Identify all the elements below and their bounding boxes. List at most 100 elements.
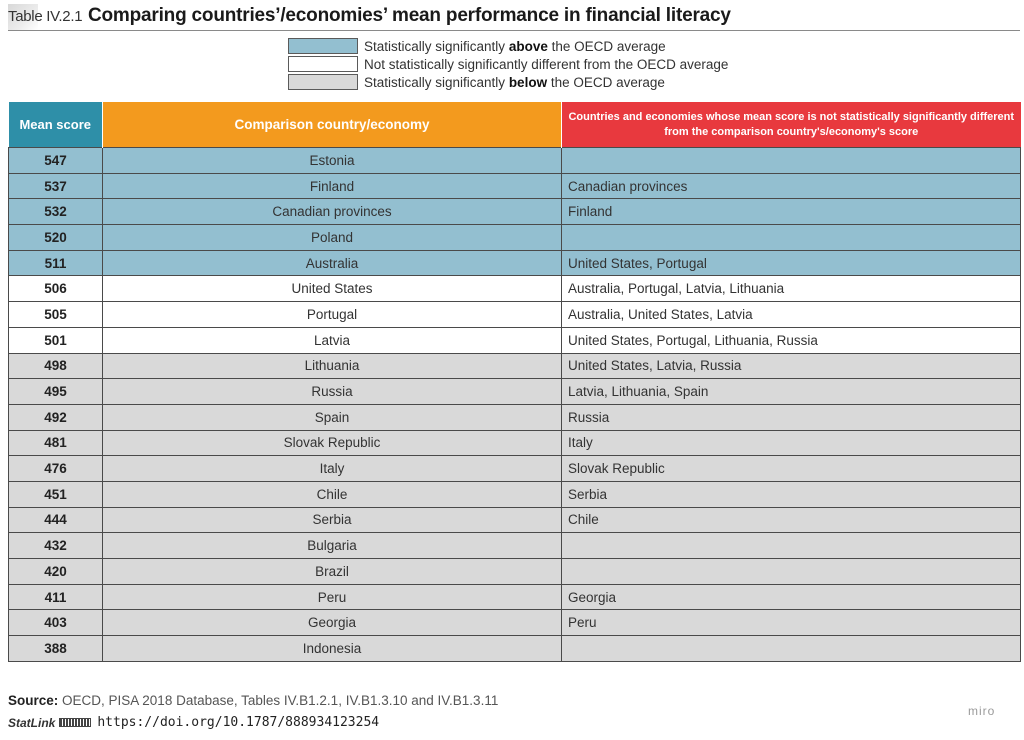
score-cell: 411: [8, 583, 103, 610]
country-cell: Lithuania: [102, 352, 562, 379]
similar-countries-cell: Georgia: [561, 583, 1021, 610]
score-cell: 444: [8, 506, 103, 533]
country-cell: Italy: [102, 455, 562, 482]
table-row: 495 Russia Latvia, Lithuania, Spain: [8, 378, 1021, 405]
score-cell: 420: [8, 558, 103, 585]
country-cell: Brazil: [102, 558, 562, 585]
score-cell: 511: [8, 249, 103, 276]
country-cell: Serbia: [102, 506, 562, 533]
table-row: 411 Peru Georgia: [8, 583, 1021, 610]
similar-countries-cell: United States, Latvia, Russia: [561, 352, 1021, 379]
score-cell: 451: [8, 480, 103, 508]
score-cell: 532: [8, 198, 103, 225]
country-cell: Spain: [102, 403, 562, 431]
header-mean-score: Mean score: [8, 102, 103, 148]
statlink-barcode-icon: [59, 718, 92, 727]
similar-countries-cell: Slovak Republic: [561, 455, 1021, 482]
source-note: Source: OECD, PISA 2018 Database, Tables…: [8, 693, 498, 708]
similar-countries-cell: Australia, United States, Latvia: [561, 301, 1021, 328]
score-cell: 403: [8, 609, 103, 636]
similar-countries-cell: [561, 532, 1021, 559]
statlink[interactable]: StatLink https://doi.org/10.1787/8889341…: [8, 715, 379, 730]
score-cell: 547: [8, 147, 103, 174]
table-row: 432 Bulgaria: [8, 532, 1021, 559]
table-row: 403 Georgia Peru: [8, 609, 1021, 636]
score-cell: 476: [8, 455, 103, 482]
score-cell: 506: [8, 275, 103, 302]
legend-swatch-above: [288, 38, 358, 54]
score-cell: 481: [8, 429, 103, 456]
header-similar-countries: Countries and economies whose mean score…: [561, 102, 1021, 148]
legend-swatch-below: [288, 74, 358, 90]
score-cell: 505: [8, 301, 103, 328]
statlink-label: StatLink: [8, 715, 56, 730]
legend-label-below: Statistically significantly below the OE…: [364, 74, 665, 90]
similar-countries-cell: Peru: [561, 609, 1021, 636]
country-cell: Indonesia: [102, 635, 562, 662]
country-cell: Portugal: [102, 301, 562, 328]
country-cell: Slovak Republic: [102, 429, 562, 456]
similar-countries-cell: [561, 635, 1021, 662]
score-cell: 498: [8, 352, 103, 379]
country-cell: Estonia: [102, 147, 562, 174]
table-body: 547 Estonia 537 Finland Canadian provinces 53…: [8, 147, 1021, 662]
country-cell: Canadian provinces: [102, 198, 562, 225]
country-cell: United States: [102, 275, 562, 302]
score-cell: 501: [8, 326, 103, 353]
score-cell: 432: [8, 532, 103, 559]
country-cell: Russia: [102, 378, 562, 405]
table-row: 388 Indonesia: [8, 635, 1021, 662]
table-row: 532 Canadian provinces Finland: [8, 198, 1021, 225]
country-cell: Poland: [102, 224, 562, 251]
watermark: miro: [968, 704, 996, 718]
header-comparison-country: Comparison country/economy: [102, 102, 562, 148]
legend-label-above: Statistically significantly above the OE…: [364, 38, 666, 54]
similar-countries-cell: Serbia: [561, 480, 1021, 508]
legend-item-below: Statistically significantly below the OE…: [288, 73, 728, 91]
table-row: 481 Slovak Republic Italy: [8, 429, 1021, 456]
table-row: 537 Finland Canadian provinces: [8, 172, 1021, 199]
legend-item-above: Statistically significantly above the OE…: [288, 37, 728, 55]
table-row: 498 Lithuania United States, Latvia, Russi…: [8, 352, 1021, 379]
table-row: 420 Brazil: [8, 558, 1021, 585]
similar-countries-cell: Canadian provinces: [561, 172, 1021, 199]
title-tab-decoration: [8, 4, 38, 30]
country-cell: Latvia: [102, 326, 562, 353]
table-row: 451 Chile Serbia: [8, 480, 1021, 508]
table-row: 492 Spain Russia: [8, 403, 1021, 431]
title-bar: Table IV.2.1 Comparing countries’/econom…: [8, 4, 1020, 31]
table-row: 501 Latvia United States, Portugal, Lithua…: [8, 326, 1021, 353]
table-row: 505 Portugal Australia, United States, Lat…: [8, 301, 1021, 328]
country-cell: Finland: [102, 172, 562, 199]
table-id: Table IV.2.1: [8, 8, 83, 25]
similar-countries-cell: [561, 147, 1021, 174]
legend-swatch-not-significant: [288, 56, 358, 72]
similar-countries-cell: [561, 224, 1021, 251]
page-title: Comparing countries’/economies’ mean per…: [88, 5, 731, 26]
legend: Statistically significantly above the OE…: [288, 37, 728, 91]
comparison-table: Mean score Comparison country/economy Co…: [8, 102, 1021, 662]
score-cell: 495: [8, 378, 103, 405]
score-cell: 537: [8, 172, 103, 199]
score-cell: 492: [8, 403, 103, 431]
table-row: 476 Italy Slovak Republic: [8, 455, 1021, 482]
similar-countries-cell: [561, 558, 1021, 585]
table-row: 520 Poland: [8, 224, 1021, 251]
similar-countries-cell: Chile: [561, 506, 1021, 533]
similar-countries-cell: Russia: [561, 403, 1021, 431]
table-header-row: Mean score Comparison country/economy Co…: [8, 102, 1021, 148]
table-row: 506 United States Australia, Portugal, Lat…: [8, 275, 1021, 302]
source-text: OECD, PISA 2018 Database, Tables IV.B1.2…: [58, 693, 499, 708]
source-label: Source:: [8, 693, 59, 708]
country-cell: Chile: [102, 480, 562, 508]
statlink-url[interactable]: https://doi.org/10.1787/888934123254: [97, 715, 380, 730]
comparison-table-container: Mean score Comparison country/economy Co…: [8, 102, 1021, 662]
table-row: 511 Australia United States, Portugal: [8, 249, 1021, 276]
legend-label-not-significant: Not statistically significantly differen…: [364, 56, 729, 72]
country-cell: Georgia: [102, 609, 562, 636]
legend-item-not-significant: Not statistically significantly differen…: [288, 55, 728, 73]
score-cell: 388: [8, 635, 103, 662]
country-cell: Bulgaria: [102, 532, 562, 559]
country-cell: Australia: [102, 249, 562, 276]
similar-countries-cell: Australia, Portugal, Latvia, Lithuania: [561, 275, 1021, 302]
